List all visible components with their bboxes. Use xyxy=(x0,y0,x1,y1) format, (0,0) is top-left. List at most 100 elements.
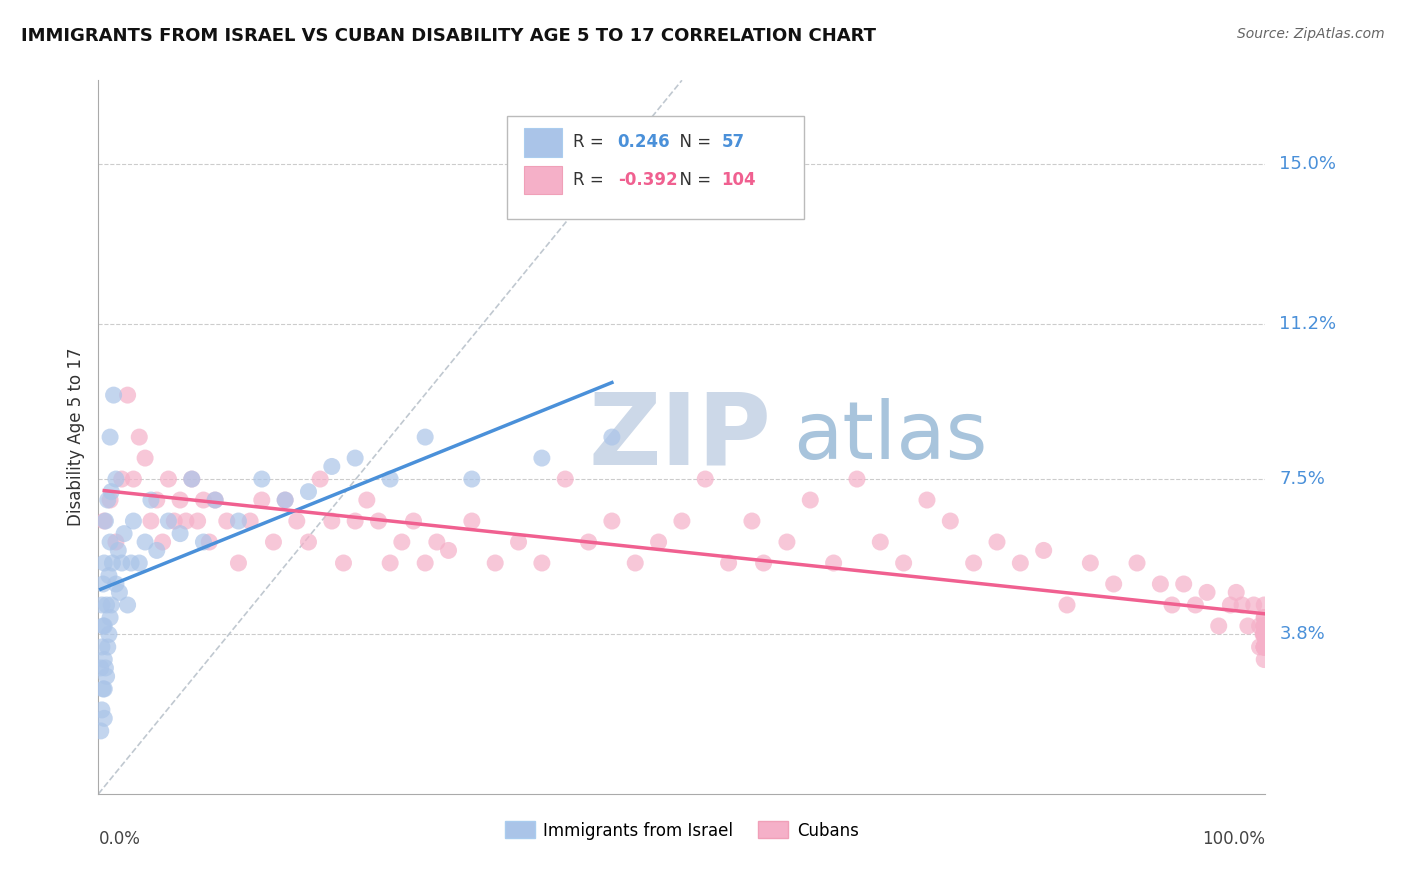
Point xyxy=(1253,627,1275,641)
Point xyxy=(413,430,436,444)
Point xyxy=(461,472,484,486)
Point xyxy=(198,535,221,549)
Point xyxy=(1253,619,1275,633)
Point xyxy=(321,459,343,474)
Point xyxy=(297,535,319,549)
Point xyxy=(250,472,273,486)
Point xyxy=(285,514,308,528)
Point xyxy=(1237,619,1260,633)
Point xyxy=(1253,627,1275,641)
Point xyxy=(90,640,112,654)
Legend: Immigrants from Israel, Cubans: Immigrants from Israel, Cubans xyxy=(499,814,865,847)
Point xyxy=(228,514,250,528)
Text: 0.0%: 0.0% xyxy=(98,830,141,847)
Point xyxy=(1208,619,1230,633)
Point xyxy=(1253,627,1275,641)
Text: 15.0%: 15.0% xyxy=(1279,155,1336,173)
Point xyxy=(157,472,180,486)
Point xyxy=(1253,652,1275,666)
Point xyxy=(94,661,117,675)
Point xyxy=(187,514,209,528)
Point xyxy=(163,514,186,528)
Point xyxy=(90,661,112,675)
Point xyxy=(1253,627,1275,641)
Point xyxy=(103,388,125,402)
Point xyxy=(101,556,124,570)
Text: R =: R = xyxy=(574,171,609,189)
FancyBboxPatch shape xyxy=(524,166,562,194)
Point xyxy=(600,430,623,444)
Point xyxy=(1126,556,1149,570)
Point xyxy=(169,493,191,508)
Point xyxy=(97,627,120,641)
Point xyxy=(204,493,226,508)
Point xyxy=(120,556,142,570)
Point xyxy=(915,493,938,508)
Point xyxy=(1253,640,1275,654)
Point xyxy=(274,493,297,508)
Text: IMMIGRANTS FROM ISRAEL VS CUBAN DISABILITY AGE 5 TO 17 CORRELATION CHART: IMMIGRANTS FROM ISRAEL VS CUBAN DISABILI… xyxy=(21,27,876,45)
Point xyxy=(174,514,197,528)
Text: 11.2%: 11.2% xyxy=(1279,315,1337,333)
Point xyxy=(91,681,114,696)
Point xyxy=(94,514,117,528)
Point xyxy=(1243,598,1265,612)
Point xyxy=(426,535,449,549)
Point xyxy=(869,535,891,549)
Point xyxy=(112,526,135,541)
Point xyxy=(157,514,180,528)
Point xyxy=(1253,640,1275,654)
Text: N =: N = xyxy=(669,171,717,189)
Point xyxy=(741,514,763,528)
Point xyxy=(90,703,112,717)
Point xyxy=(100,598,122,612)
Point xyxy=(1253,640,1275,654)
Text: R =: R = xyxy=(574,134,609,152)
Point xyxy=(1253,598,1275,612)
Point xyxy=(98,430,121,444)
Point xyxy=(413,556,436,570)
Point xyxy=(1249,640,1271,654)
Point xyxy=(93,711,115,725)
Point xyxy=(98,535,121,549)
Point xyxy=(134,451,156,466)
Text: 3.8%: 3.8% xyxy=(1279,625,1324,643)
Point xyxy=(1253,619,1275,633)
Point xyxy=(530,556,553,570)
FancyBboxPatch shape xyxy=(524,128,562,157)
Point xyxy=(91,619,114,633)
Point xyxy=(104,472,127,486)
Point xyxy=(671,514,693,528)
Point xyxy=(107,543,129,558)
Point xyxy=(128,430,150,444)
Point xyxy=(1225,585,1247,599)
Point xyxy=(461,514,484,528)
Point xyxy=(309,472,332,486)
Point xyxy=(111,472,134,486)
Point xyxy=(128,556,150,570)
Text: N =: N = xyxy=(669,134,717,152)
Point xyxy=(380,556,402,570)
Point xyxy=(274,493,297,508)
Point xyxy=(624,556,647,570)
Point xyxy=(647,535,669,549)
Point xyxy=(97,640,120,654)
Point xyxy=(1161,598,1184,612)
Point xyxy=(1253,619,1275,633)
Point xyxy=(1253,640,1275,654)
Point xyxy=(228,556,250,570)
Point xyxy=(169,526,191,541)
Point xyxy=(1032,543,1054,558)
Point xyxy=(1251,627,1274,641)
Point xyxy=(146,543,169,558)
Text: 0.246: 0.246 xyxy=(617,134,671,152)
Point xyxy=(98,610,121,624)
Point xyxy=(986,535,1008,549)
Point xyxy=(97,493,120,508)
Point xyxy=(962,556,984,570)
Point xyxy=(1230,598,1253,612)
Point xyxy=(1253,610,1275,624)
Point xyxy=(1149,577,1171,591)
Point xyxy=(104,535,127,549)
Point xyxy=(1080,556,1102,570)
